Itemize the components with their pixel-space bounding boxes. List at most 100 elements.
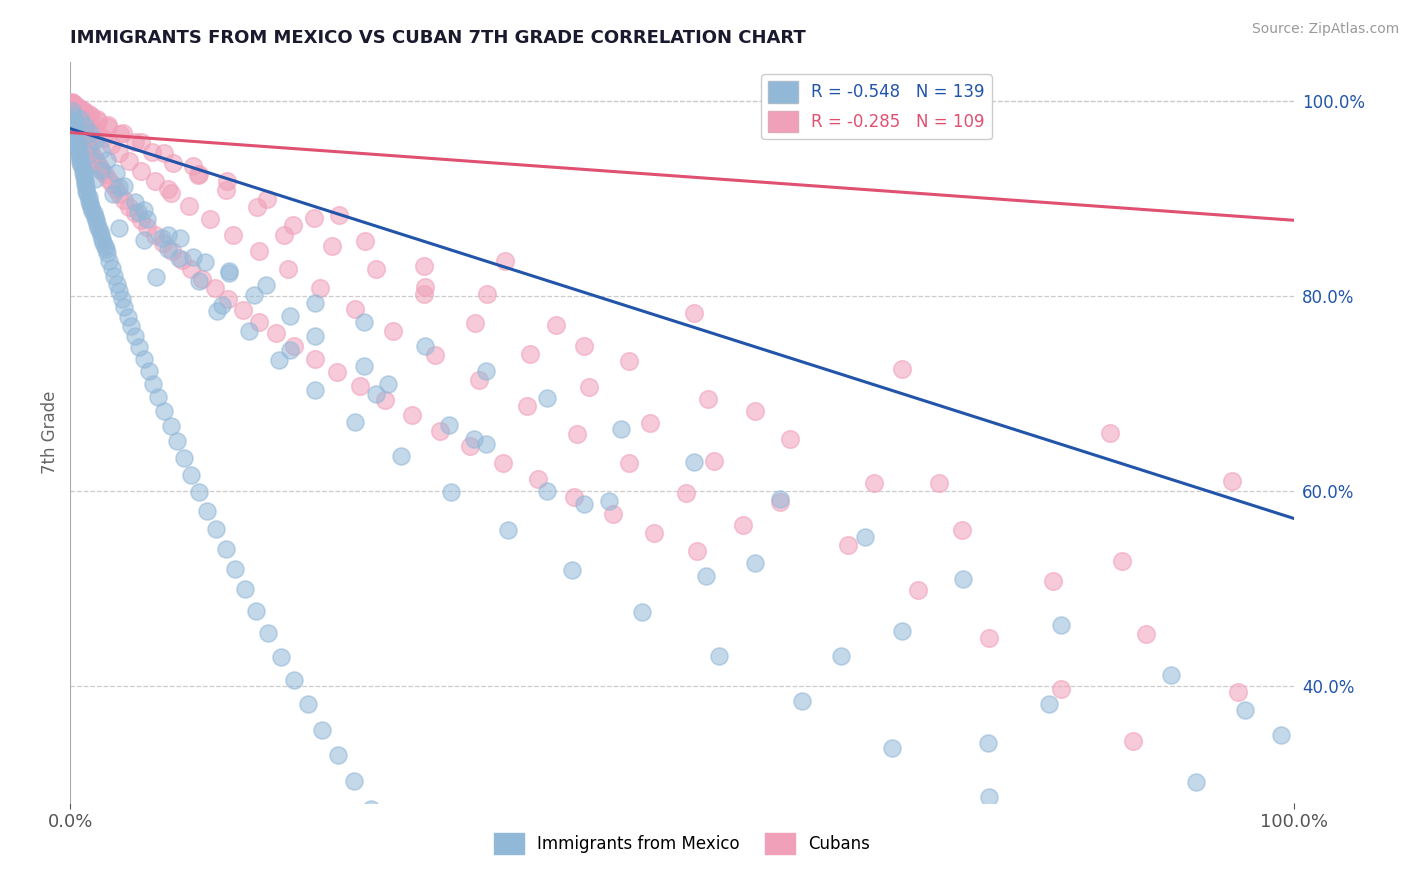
- Point: [328, 208, 350, 222]
- Point: [66, 105, 89, 120]
- Point: [150, 231, 173, 245]
- Point: [1050, 681, 1073, 696]
- Point: [572, 339, 595, 353]
- Point: [80, 109, 103, 123]
- Point: [245, 604, 267, 618]
- Point: [401, 408, 423, 422]
- Point: [1122, 734, 1144, 748]
- Point: [238, 324, 260, 338]
- Point: [891, 624, 914, 639]
- Point: [124, 206, 146, 220]
- Point: [170, 253, 193, 268]
- Point: [108, 186, 131, 201]
- Point: [63, 106, 86, 120]
- Point: [79, 126, 101, 140]
- Point: [1111, 554, 1133, 568]
- Point: [304, 296, 326, 310]
- Point: [496, 523, 519, 537]
- Point: [304, 383, 326, 397]
- Point: [744, 556, 766, 570]
- Point: [66, 141, 89, 155]
- Point: [463, 433, 485, 447]
- Point: [398, 857, 420, 871]
- Point: [630, 605, 652, 619]
- Point: [67, 148, 90, 162]
- Point: [63, 98, 86, 112]
- Point: [73, 178, 96, 192]
- Point: [304, 329, 326, 343]
- Point: [132, 233, 155, 247]
- Point: [218, 264, 240, 278]
- Point: [562, 490, 585, 504]
- Point: [129, 136, 152, 150]
- Point: [162, 155, 184, 169]
- Point: [142, 376, 165, 391]
- Point: [204, 281, 226, 295]
- Point: [67, 119, 90, 133]
- Point: [283, 339, 305, 353]
- Point: [516, 400, 538, 414]
- Point: [60, 96, 83, 111]
- Point: [464, 316, 486, 330]
- Point: [440, 485, 463, 500]
- Point: [67, 120, 90, 135]
- Point: [283, 673, 305, 687]
- Text: IMMIGRANTS FROM MEXICO VS CUBAN 7TH GRADE CORRELATION CHART: IMMIGRANTS FROM MEXICO VS CUBAN 7TH GRAD…: [70, 29, 806, 47]
- Point: [63, 104, 86, 119]
- Point: [353, 359, 375, 374]
- Point: [69, 102, 91, 116]
- Point: [60, 95, 83, 110]
- Point: [138, 364, 160, 378]
- Point: [157, 227, 180, 242]
- Point: [366, 262, 388, 277]
- Point: [233, 582, 256, 597]
- Point: [104, 165, 127, 179]
- Point: [112, 193, 135, 207]
- Point: [683, 455, 706, 469]
- Point: [950, 523, 973, 537]
- Point: [96, 153, 118, 167]
- Point: [86, 217, 108, 231]
- Point: [66, 138, 89, 153]
- Point: [132, 351, 155, 366]
- Point: [75, 180, 97, 194]
- Point: [328, 747, 350, 762]
- Point: [166, 434, 188, 449]
- Point: [108, 221, 131, 235]
- Point: [619, 353, 641, 368]
- Point: [118, 200, 141, 214]
- Point: [100, 138, 122, 153]
- Point: [128, 340, 150, 354]
- Point: [256, 192, 278, 206]
- Point: [89, 160, 111, 174]
- Point: [69, 112, 91, 126]
- Point: [104, 182, 127, 196]
- Point: [215, 174, 238, 188]
- Point: [93, 168, 115, 182]
- Point: [353, 315, 375, 329]
- Point: [429, 424, 451, 438]
- Point: [882, 741, 904, 756]
- Point: [167, 252, 190, 266]
- Point: [73, 130, 96, 145]
- Point: [1270, 728, 1292, 742]
- Point: [157, 243, 180, 257]
- Point: [101, 186, 124, 201]
- Point: [1099, 425, 1122, 440]
- Point: [695, 569, 717, 583]
- Point: [321, 238, 343, 252]
- Point: [1111, 830, 1133, 844]
- Point: [744, 404, 766, 418]
- Point: [73, 119, 96, 133]
- Point: [103, 268, 125, 283]
- Point: [91, 163, 114, 178]
- Point: [186, 169, 208, 183]
- Point: [254, 277, 277, 292]
- Point: [492, 456, 515, 470]
- Point: [101, 178, 124, 192]
- Point: [153, 146, 176, 161]
- Point: [86, 155, 108, 169]
- Point: [610, 422, 633, 436]
- Point: [602, 508, 624, 522]
- Point: [77, 194, 100, 208]
